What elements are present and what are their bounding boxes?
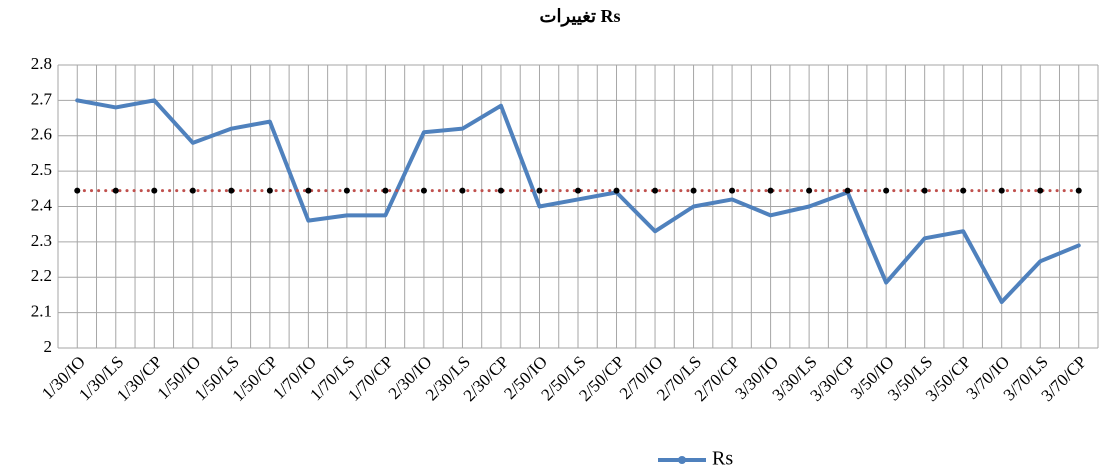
point [575,187,581,194]
point [767,187,774,194]
point [420,187,427,194]
point [806,187,813,194]
y-tick-label: 2.5 [31,160,52,179]
point [228,187,235,194]
point [74,187,81,194]
point [266,187,273,194]
point [613,187,620,194]
legend-label: Rs [712,448,733,470]
point [1075,187,1082,194]
point [497,187,504,194]
legend-marker [678,456,686,464]
point [459,187,466,194]
point [652,187,659,194]
point [883,187,890,194]
y-tick-label: 2.4 [31,195,53,214]
point [112,187,119,194]
point [844,187,851,194]
y-tick-label: 2.2 [31,266,52,285]
point [343,187,350,194]
y-tick-label: 2.8 [31,54,52,73]
point [382,187,389,194]
y-tick-label: 2.3 [31,231,52,250]
chart-title: تغییرات Rs [540,6,621,27]
point [1037,187,1044,194]
y-tick-label: 2.1 [31,302,52,321]
point [729,187,736,194]
y-tick-label: 2.7 [31,89,53,108]
point [690,187,697,194]
y-tick-label: 2.6 [31,125,52,144]
point [960,187,967,194]
point [998,187,1005,194]
point [189,187,196,194]
point [305,187,312,194]
point [151,187,158,194]
point [536,187,543,194]
series-line [75,98,1081,305]
point [921,187,928,194]
y-tick-label: 2 [44,337,53,356]
